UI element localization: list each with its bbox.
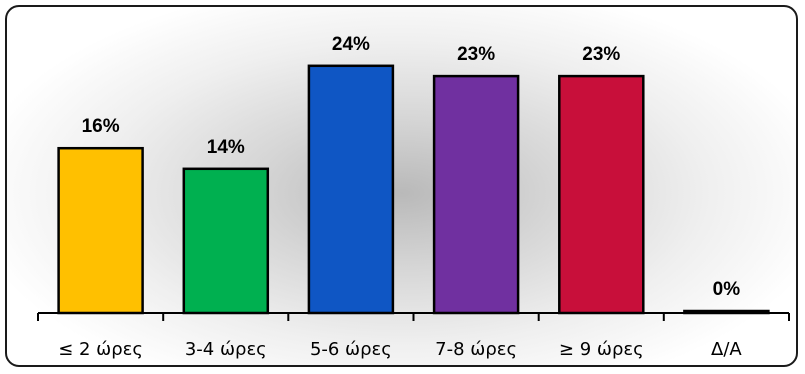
tick-label-category-2: 3-4 ώρες — [185, 339, 267, 360]
data-labels: 16% 14% 24% 23% 23% 0% — [82, 34, 741, 300]
chart-frame: 16% 14% 24% 23% 23% 0% ≤ 2 ώρες 3-4 ώρες 5-6 ώρ… — [5, 5, 798, 367]
bars — [57, 64, 770, 315]
tick-label-category-3: 5-6 ώρες — [310, 339, 392, 360]
tick-label-category-5: ≥ 9 ώρες — [559, 339, 644, 360]
tick-label-category-6: Δ/Α — [711, 339, 742, 360]
data-label-category-1: 16% — [82, 116, 120, 137]
x-axis — [37, 312, 790, 321]
data-label-category-2: 14% — [207, 137, 245, 158]
tick-label-category-1: ≤ 2 ώρες — [58, 339, 143, 360]
bar-category-5 — [558, 74, 645, 315]
bar-category-4 — [432, 74, 520, 315]
data-label-category-6: 0% — [713, 279, 741, 300]
category-labels: ≤ 2 ώρες 3-4 ώρες 5-6 ώρες 7-8 ώρες ≥ 9 ώρες… — [58, 339, 742, 360]
bar-category-1 — [57, 146, 144, 315]
bar-chart: 16% 14% 24% 23% 23% 0% ≤ 2 ώρες 3-4 ώρες 5-6 ώρ… — [37, 34, 790, 360]
bar-category-2 — [182, 167, 270, 315]
tick-label-category-4: 7-8 ώρες — [435, 339, 517, 360]
data-label-category-4: 23% — [457, 44, 495, 65]
data-label-category-3: 24% — [332, 34, 370, 55]
data-label-category-5: 23% — [582, 44, 620, 65]
bar-category-3 — [307, 64, 395, 315]
